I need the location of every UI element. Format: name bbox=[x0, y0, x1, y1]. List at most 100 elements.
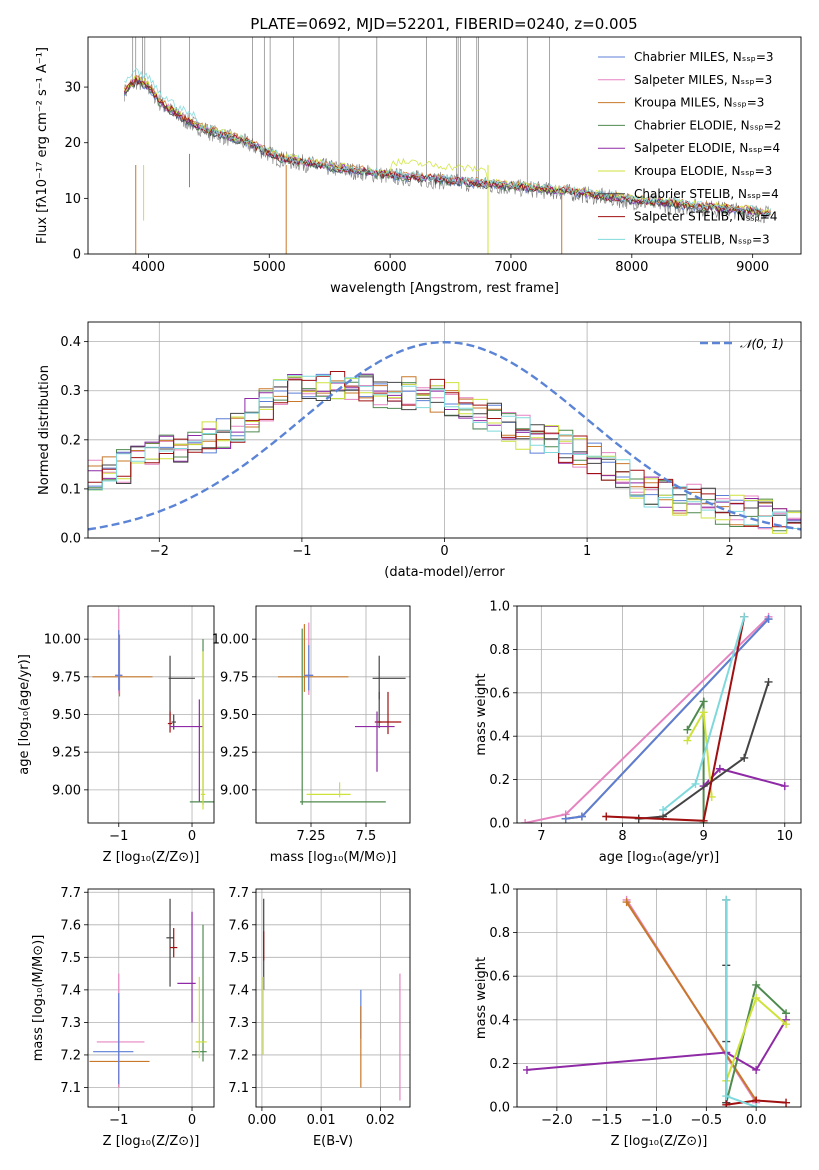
series-marker bbox=[764, 677, 773, 686]
y-axis-label: age [log₁₀(age/yr)] bbox=[17, 654, 32, 775]
axes-frame bbox=[87, 321, 802, 539]
histogram-chabrier_stelib bbox=[88, 376, 801, 523]
y-tick-label: 7.7 bbox=[60, 886, 81, 901]
legend-entry: Chabrier ELODIE, Nₛₛₚ=2 bbox=[634, 118, 781, 132]
y-tick-label: 9.25 bbox=[220, 746, 249, 761]
x-tick-label: −1.0 bbox=[641, 1113, 673, 1128]
series-marker bbox=[521, 819, 530, 823]
x-tick-label: −1 bbox=[109, 829, 128, 844]
y-tick-label: 20 bbox=[64, 136, 81, 151]
y-tick-label: 9.00 bbox=[220, 783, 249, 798]
y-tick-label: 7.4 bbox=[60, 983, 81, 998]
x-tick-label: 9000 bbox=[736, 260, 769, 275]
series-marker bbox=[764, 615, 773, 624]
x-tick-label: 0 bbox=[188, 1113, 196, 1128]
x-tick-label: −1.5 bbox=[591, 1113, 623, 1128]
y-axis-label: mass weight bbox=[474, 957, 489, 1039]
axes-frame bbox=[516, 888, 802, 1108]
legend-entry: 𝒩(0, 1) bbox=[740, 337, 784, 351]
y-tick-label: 0.0 bbox=[489, 1101, 510, 1116]
y-tick-label: 0.2 bbox=[489, 1057, 510, 1072]
axes-frame bbox=[255, 605, 411, 824]
x-tick-label: 7000 bbox=[494, 260, 527, 275]
y-tick-label: 1.0 bbox=[489, 600, 510, 615]
series-marker bbox=[722, 1100, 731, 1107]
series-line-salpeter_elodie bbox=[526, 1019, 787, 1072]
x-tick-label: 0 bbox=[440, 544, 448, 559]
x-tick-label: 2 bbox=[726, 544, 734, 559]
y-tick-label: 7.3 bbox=[228, 1016, 249, 1031]
series-line-kroupa_miles bbox=[625, 901, 758, 1102]
x-tick-label: 7 bbox=[537, 829, 545, 844]
y-tick-label: 0 bbox=[73, 248, 81, 263]
residual-histogram-panel: −2 −1 0 1 2 0.0 0.1 0.2 0.3 0.4 (data-model)/error… bbox=[37, 321, 802, 580]
x-tick-label: 0.01 bbox=[307, 1113, 336, 1128]
legend-entry: Kroupa STELIB, Nₛₛₚ=3 bbox=[634, 232, 770, 246]
series-marker bbox=[722, 895, 731, 904]
y-tick-label: 0.3 bbox=[60, 384, 81, 399]
x-axis-label: E(B-V) bbox=[313, 1134, 353, 1149]
series-marker bbox=[752, 1103, 761, 1107]
x-tick-label: −0.5 bbox=[691, 1113, 723, 1128]
series-marker bbox=[561, 814, 570, 823]
y-tick-label: 7.2 bbox=[228, 1048, 249, 1063]
series-marker bbox=[740, 753, 749, 762]
x-axis-label: wavelength [Angstrom, rest frame] bbox=[330, 281, 559, 296]
legend-entry: Kroupa ELODIE, Nₛₛₚ=3 bbox=[634, 164, 772, 178]
x-tick-label: 9 bbox=[699, 829, 707, 844]
x-axis-label: age [log₁₀(age/yr)] bbox=[599, 850, 720, 865]
normal-curve bbox=[88, 340, 801, 531]
y-tick-label: 7.1 bbox=[228, 1081, 249, 1096]
legend-entry: Chabrier MILES, Nₛₛₚ=3 bbox=[634, 50, 774, 64]
series-marker bbox=[622, 898, 631, 907]
y-tick-label: 0.0 bbox=[489, 817, 510, 832]
points bbox=[92, 609, 214, 810]
x-axis-label: mass [log₁₀(M/M⊙)] bbox=[270, 850, 397, 865]
series-marker bbox=[722, 1092, 731, 1101]
massweight-vs-age-panel: 7 8 9 10 0.0 0.2 0.4 0.6 0.8 1.0 age [log₁₀(age/yr… bbox=[474, 600, 802, 865]
series-marker bbox=[659, 805, 668, 814]
y-tick-label: 1.0 bbox=[489, 883, 510, 898]
series-marker bbox=[780, 782, 789, 791]
series-marker bbox=[699, 697, 708, 706]
y-tick-label: 9.50 bbox=[220, 708, 249, 723]
x-tick-label: −2.0 bbox=[541, 1113, 573, 1128]
series-marker bbox=[699, 708, 708, 717]
x-tick-label: 0.02 bbox=[366, 1113, 395, 1128]
spectrum-lines bbox=[123, 37, 771, 254]
y-tick-label: 7.7 bbox=[228, 886, 249, 901]
series bbox=[522, 895, 791, 1107]
axes-frame bbox=[516, 605, 802, 824]
y-axis-label: mass weight bbox=[474, 673, 489, 755]
y-tick-label: 0.4 bbox=[489, 730, 510, 745]
massweight-vs-metallicity-panel: −2.0 −1.5 −1.0 −0.5 0.0 0.0 0.2 0.4 0.6 0.8 1.0 Z [… bbox=[474, 883, 802, 1149]
y-tick-label: 9.75 bbox=[52, 670, 81, 685]
x-tick-label: 5000 bbox=[253, 260, 286, 275]
y-tick-label: 0.4 bbox=[489, 1013, 510, 1028]
series-marker bbox=[782, 1020, 791, 1029]
series-marker bbox=[740, 612, 749, 621]
mass-vs-ebv-panel: 0.00 0.01 0.02 7.1 7.2 7.3 7.4 7.5 7.6 7.7 E(B-V) bbox=[228, 886, 411, 1149]
y-tick-label: 10.00 bbox=[212, 633, 249, 648]
y-tick-label: 9.75 bbox=[220, 670, 249, 685]
x-tick-label: 7.5 bbox=[356, 829, 377, 844]
legend-entry: Salpeter MILES, Nₛₛₚ=3 bbox=[634, 73, 772, 87]
series-marker bbox=[577, 812, 586, 821]
age-vs-metallicity-panel: −1 0 9.00 9.25 9.50 9.75 10.00 Z [log₁₀(Z/Z⊙)] a… bbox=[17, 605, 215, 865]
y-tick-label: 7.5 bbox=[60, 951, 81, 966]
x-axis-label: Z [log₁₀(Z/Z⊙)] bbox=[103, 850, 200, 865]
y-axis-label: Normed distribution bbox=[37, 365, 52, 495]
mass-vs-metallicity-panel: −1 0 7.1 7.2 7.3 7.4 7.5 7.6 7.7 Z [log₁₀(Z/Z⊙)] m… bbox=[31, 886, 215, 1149]
y-tick-label: 9.50 bbox=[52, 708, 81, 723]
model-spectrum-kroupa_stelib bbox=[124, 67, 771, 216]
x-tick-label: 7.25 bbox=[297, 829, 326, 844]
x-tick-label: 10 bbox=[776, 829, 793, 844]
x-tick-label: 4000 bbox=[132, 260, 165, 275]
y-tick-label: 9.00 bbox=[52, 783, 81, 798]
y-tick-label: 0.1 bbox=[60, 482, 81, 497]
spectrum-panel: 4000 5000 6000 7000 8000 9000 0 10 20 30 wavelengt… bbox=[35, 36, 802, 296]
y-tick-label: 0.6 bbox=[489, 970, 510, 985]
x-tick-label: −2 bbox=[150, 544, 169, 559]
points bbox=[278, 622, 406, 805]
points bbox=[89, 898, 207, 1088]
